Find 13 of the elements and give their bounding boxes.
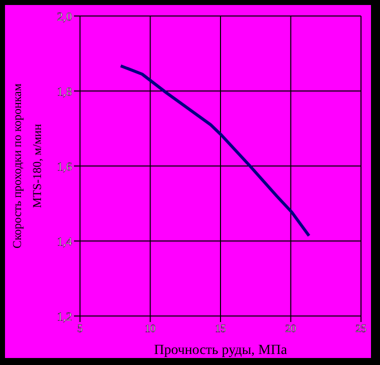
y-tick-label: 1,6: [57, 159, 72, 174]
y-tick-label: 2,0: [57, 9, 72, 24]
x-tick-label: 15: [215, 322, 226, 335]
x-tick-label: 20: [285, 322, 297, 335]
x-tick-label: 10: [144, 322, 156, 335]
y-tick-label: 1,8: [57, 84, 72, 98]
x-tick-label: 5: [77, 322, 84, 335]
line-series: [119, 64, 311, 238]
x-axis-title: Прочность руды, МПа: [154, 343, 288, 358]
y-tick-label: 1,2: [57, 309, 72, 324]
x-tick-label: 25: [356, 322, 367, 335]
y-tick-label: 1,4: [57, 234, 72, 248]
y-axis-title: Скорость проходки по коронкам МТS-180, м/мин: [10, 83, 44, 248]
